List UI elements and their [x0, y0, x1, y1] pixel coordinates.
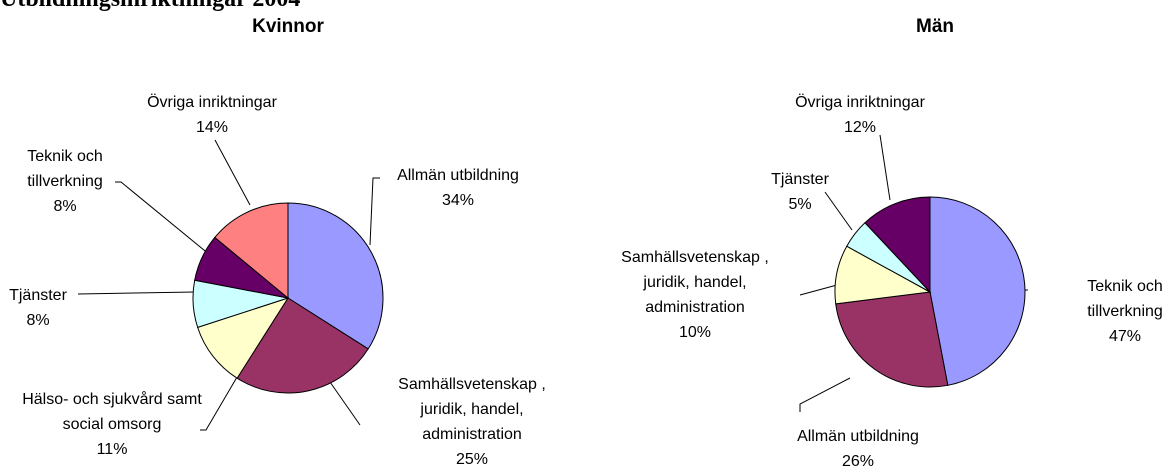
main-title: Utbildningsinriktningar 2004	[0, 0, 300, 13]
category-label: Samhällsvetenskap , juridik, handel, adm…	[621, 249, 769, 316]
leader-lines	[77, 134, 1028, 431]
slice-label: Tjänster 5%	[760, 167, 840, 217]
slice-label: Teknik och tillverkning 47%	[1070, 274, 1170, 349]
pie-slice	[929, 196, 1026, 386]
pie-slice	[864, 196, 931, 294]
slice-label: Tjänster 8%	[0, 283, 78, 333]
category-label: Teknik och tillverkning	[1087, 278, 1163, 320]
slice-label: Allmän utbildning 26%	[758, 424, 958, 474]
category-label: Övriga inriktningar	[147, 94, 277, 111]
leader-line	[799, 284, 838, 296]
leader-line	[214, 139, 251, 206]
category-label: Övriga inriktningar	[795, 94, 925, 111]
pie-slice	[287, 202, 384, 350]
value-label: 5%	[788, 196, 812, 213]
category-label: Allmän utbildning	[397, 167, 519, 184]
value-label: 10%	[678, 324, 712, 341]
category-label: Tjänster	[9, 287, 67, 304]
value-label: 26%	[841, 453, 875, 470]
value-label: 11%	[96, 441, 128, 458]
leader-line	[77, 291, 196, 295]
value-label: 25%	[455, 451, 489, 468]
leader-line	[879, 134, 891, 201]
value-label: 8%	[26, 312, 50, 329]
pie-slice	[835, 291, 949, 388]
slice-label: Övriga inriktningar 14%	[112, 90, 312, 140]
value-label: 47%	[1108, 328, 1142, 345]
pie-slice	[214, 202, 289, 300]
category-label: Teknik och tillverkning	[27, 148, 103, 190]
pie-slice	[236, 297, 369, 394]
value-label: 12%	[843, 119, 877, 136]
value-label: 8%	[53, 198, 77, 215]
leader-line	[369, 177, 380, 246]
leader-line	[799, 377, 851, 412]
pie-slice	[197, 297, 290, 379]
leader-line	[824, 191, 853, 231]
slice-label: Teknik och tillverkning 8%	[10, 144, 120, 219]
category-label: Allmän utbildning	[797, 428, 919, 445]
category-label: Samhällsvetenskap , juridik, handel, adm…	[398, 376, 546, 443]
slice-label: Samhällsvetenskap , juridik, handel, adm…	[387, 372, 557, 472]
leader-line	[115, 181, 211, 256]
category-label: Hälso- och sjukvård samt social omsorg	[22, 391, 202, 433]
leader-line	[329, 381, 361, 426]
pie-title: Kvinnor	[252, 16, 324, 37]
pie-title: Män	[916, 16, 954, 37]
value-label: 34%	[441, 192, 475, 209]
slice-label: Övriga inriktningar 12%	[760, 90, 960, 140]
category-label: Tjänster	[771, 171, 829, 188]
slice-label: Hälso- och sjukvård samt social omsorg 11…	[12, 387, 212, 462]
value-label: 14%	[195, 119, 229, 136]
slice-label: Allmän utbildning 34%	[358, 163, 558, 213]
slice-label: Samhällsvetenskap , juridik, handel, adm…	[610, 245, 780, 345]
leader-line	[200, 371, 241, 431]
